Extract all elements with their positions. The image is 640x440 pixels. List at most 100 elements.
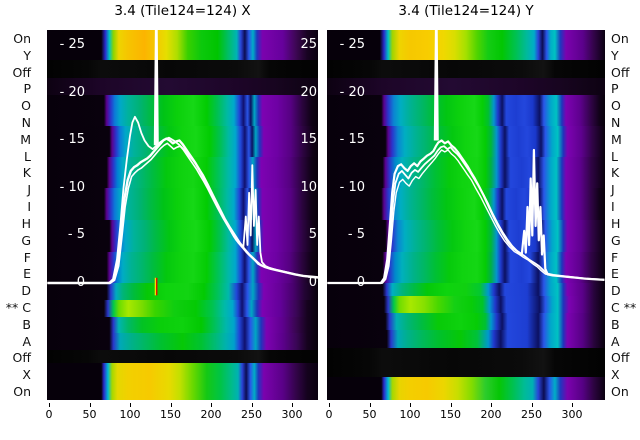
y-tick-label: - 20 [339,85,365,100]
row-label-x-20: X [611,367,620,383]
row-label-on-0: On [611,30,629,46]
row-label-off-19: Off [611,350,630,366]
panel-title-x: 3.4 (Tile124=124) X [114,3,251,19]
y-tick-label: - 25 [339,37,365,52]
x-tick-mark [170,403,172,407]
row-label-on-21: On [611,384,629,400]
x-tick-label: 250 [241,408,262,421]
series-main [327,139,605,285]
heatmap-band-c_r [327,296,605,313]
series-spike [153,30,159,146]
x-tick-mark [531,403,533,407]
row-label-d-15: D [611,283,621,299]
x-tick-mark [89,403,91,407]
x-axis-panel-x: 0 50 100 150 200 250 300 [46,400,318,424]
x-tick-mark [49,403,50,407]
row-label-p-3: P [611,81,619,97]
y-tick-label-clipped: 15 [300,132,317,147]
y-tick-label-clipped: 5 [308,227,317,242]
row-label-f-13: F [611,249,619,265]
row-label-y-1: Y [23,47,31,63]
row-label-off-2: Off [611,64,630,80]
heatmap-band-m3 [47,252,318,283]
row-label-a-18: A [22,333,31,349]
row-label-o-4: O [611,98,621,114]
row-label-y-1: Y [611,47,619,63]
panel-title-y: 3.4 (Tile124=124) Y [398,3,534,19]
heatmap-band-bot_r [327,377,605,400]
row-label-c-16: ** C [5,300,31,315]
heatmap-band-row_off [327,78,605,95]
row-label-d-15: D [21,283,31,299]
line-overlay [327,30,605,285]
heatmap-band-m1 [47,95,318,126]
y-tick-label-clipped: 0 [308,275,317,290]
heatmap-band-m2 [47,126,318,157]
heatmap-band-m2 [47,220,318,252]
x-tick-label: 200 [200,408,222,421]
row-label-on-21: On [13,384,31,400]
x-tick-mark [369,403,371,407]
x-tick-label: 0 [325,408,333,421]
y-tick-label: - 20 [59,85,85,100]
row-label-p-3: P [23,81,31,97]
x-tick-label: 150 [440,408,461,421]
x-tick-mark [329,403,330,407]
x-tick-label: 100 [399,408,421,421]
heatmap-band-r2 [327,220,605,252]
row-label-b-17: B [611,316,620,332]
series-hump [47,115,318,284]
row-label-e-14: E [611,266,619,282]
x-tick-mark [572,403,573,407]
x-tick-mark [292,403,293,407]
x-tick-label: 300 [281,408,303,421]
heatmap-band-row_off [47,78,318,95]
row-label-on-0: On [13,30,31,46]
y-tick-label: - 5 [347,227,365,242]
row-label-column-left: On Y Off P O N M L K J I H G F E D ** C B A Off X On [0,30,34,400]
y-tick-label-clipped: 25 [300,37,317,52]
row-label-g-12: G [21,232,31,248]
x-tick-mark [491,403,492,407]
x-tick-mark [251,403,253,407]
y-tick-label: - 5 [67,227,85,242]
heatmap-band-b_r [327,313,605,330]
heatmap-band-r1 [327,95,605,126]
y-tick-label: 0 [76,275,85,290]
row-label-k-8: K [22,165,31,181]
heatmap-band-m1 [47,188,318,220]
heatmap-band-row_black [47,60,318,78]
line-overlay [47,30,318,296]
x-tick-label: 150 [160,408,181,421]
heatmap-band-bot_l [47,363,318,400]
heatmap-band-b_l [47,317,318,333]
y-tick-label: - 25 [59,37,85,52]
row-label-m-6: M [20,131,31,147]
heatmap-band-d_r [327,283,605,296]
x-tick-label: 50 [82,408,97,421]
heatmap-band-c_l [47,300,318,317]
row-label-n-5: N [611,115,621,130]
heatmap-band-r1 [327,188,605,220]
x-tick-label: 50 [362,408,377,421]
row-label-o-4: O [21,98,31,114]
series-spike [433,30,439,141]
heatmap-band-m3 [47,157,318,188]
x-tick-mark [450,403,452,407]
row-label-b-17: B [22,316,31,332]
row-label-off-2: Off [12,64,31,80]
row-label-column-right: On Y Off P O N M L K J I H G F E D C ** B A Off X On [608,30,640,400]
heatmap-panel-x: - 25 - 20 - 15 - 10 - 5 0 25 20 15 10 5 0 [47,30,318,400]
row-label-l-7: L [24,148,31,164]
x-tick-label: 100 [119,408,141,421]
row-label-c-16: C ** [611,300,637,315]
series-main [47,137,318,285]
series-low [327,149,605,284]
heatmap-band-on_r [327,30,605,60]
row-label-i-10: I [27,199,31,215]
row-label-a-18: A [611,333,620,349]
row-label-x-20: X [22,367,31,383]
row-label-m-6: M [611,131,622,147]
x-tick-mark [410,403,411,407]
